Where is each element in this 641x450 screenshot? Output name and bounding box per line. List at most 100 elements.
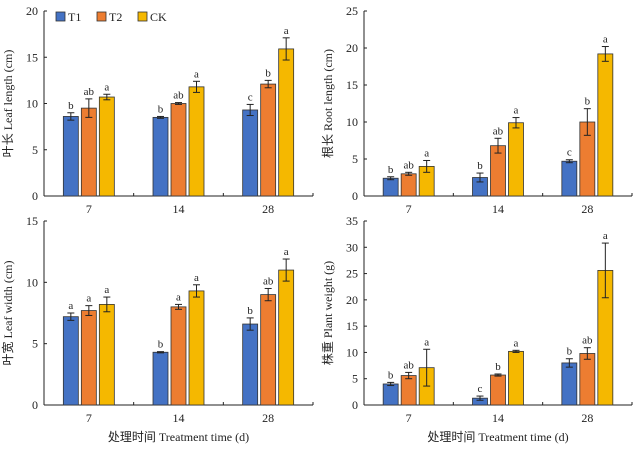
y-axis-label: 株重 Plant weight (g)	[320, 261, 335, 365]
bar-t1	[62, 116, 79, 197]
legend: T1 T2 CK	[55, 10, 167, 24]
y-tick-label: 0	[32, 189, 38, 203]
significance-letter: a	[514, 105, 519, 117]
significance-letter: b	[68, 100, 74, 112]
significance-letter: b	[388, 369, 394, 381]
significance-letter: b	[158, 339, 164, 351]
legend-label: T1	[68, 10, 81, 24]
significance-letter: c	[248, 91, 253, 103]
significance-letter: b	[495, 361, 501, 373]
y-tick-label: 10	[346, 115, 358, 129]
significance-letter: a	[424, 147, 429, 159]
bar-t2	[400, 173, 417, 197]
x-tick-label: 14	[173, 411, 185, 425]
significance-letter: ab	[403, 159, 414, 171]
significance-letter: ab	[173, 90, 184, 102]
bar-ck	[508, 122, 524, 197]
x-tick-label: 14	[173, 202, 185, 216]
bar-ck	[278, 48, 295, 197]
bar-ck	[98, 304, 115, 406]
x-tick-label: 28	[581, 411, 593, 425]
significance-letter: a	[86, 293, 91, 305]
significance-letter: a	[284, 25, 289, 37]
bar-t1	[242, 323, 259, 406]
y-tick-label: 35	[346, 214, 358, 228]
significance-letter: ab	[403, 359, 414, 371]
significance-letter: a	[284, 246, 289, 258]
bar-t1	[242, 109, 259, 197]
bar-t1	[382, 177, 399, 197]
significance-letter: b	[567, 346, 573, 358]
y-tick-label: 15	[26, 50, 38, 64]
significance-letter: c	[567, 147, 572, 159]
x-axis-label: 处理时间 Treatment time (d)	[427, 430, 568, 444]
y-tick-label: 25	[346, 267, 358, 281]
y-tick-label: 0	[32, 398, 38, 412]
y-tick-label: 20	[26, 4, 38, 18]
y-tick-label: 20	[346, 41, 358, 55]
legend-swatch-t1	[55, 11, 66, 22]
significance-letter: a	[603, 230, 608, 242]
legend-label: T2	[109, 10, 122, 24]
significance-letter: a	[424, 336, 429, 348]
x-tick-label: 28	[262, 202, 274, 216]
bar-ck	[188, 86, 205, 197]
y-axis-label: 叶宽 Leaf width (cm)	[0, 261, 15, 366]
significance-letter: a	[104, 284, 109, 296]
y-axis-label: 叶长 Leaf length (cm)	[1, 50, 15, 158]
y-tick-label: 5	[32, 337, 38, 351]
bar-t1	[152, 351, 169, 406]
bar-t1	[561, 362, 578, 406]
bar-t1	[62, 316, 79, 406]
significance-letter: c	[478, 383, 483, 395]
bar-t2	[260, 83, 277, 197]
x-tick-label: 14	[492, 411, 504, 425]
bar-t2	[170, 103, 187, 197]
significance-letter: b	[158, 103, 164, 115]
significance-letter: a	[194, 68, 199, 80]
x-tick-label: 7	[86, 411, 92, 425]
x-tick-label: 7	[406, 202, 412, 216]
bar-ck	[597, 53, 614, 197]
y-tick-label: 30	[346, 240, 358, 254]
significance-letter: ab	[582, 335, 593, 347]
bar-ck	[188, 290, 205, 406]
x-tick-label: 28	[262, 411, 274, 425]
significance-letter: a	[176, 291, 181, 303]
bar-t2	[579, 353, 596, 406]
y-tick-label: 5	[32, 143, 38, 157]
significance-letter: ab	[493, 125, 504, 137]
x-axis-label: 处理时间 Treatment time (d)	[108, 430, 249, 444]
bar-t2	[80, 310, 97, 406]
bar-t2	[400, 375, 417, 406]
significance-letter: ab	[263, 275, 274, 287]
y-axis-label: 根长 Root length (cm)	[321, 49, 335, 158]
bar-t1	[382, 383, 399, 406]
significance-letter: a	[603, 34, 608, 46]
bar-t1	[152, 116, 169, 197]
significance-letter: b	[265, 67, 271, 79]
y-tick-label: 5	[352, 372, 358, 386]
bar-ck	[98, 96, 115, 197]
y-tick-label: 20	[346, 293, 358, 307]
significance-letter: ab	[84, 86, 95, 98]
bar-t2	[260, 294, 277, 406]
significance-letter: b	[585, 96, 591, 108]
x-tick-label: 7	[406, 411, 412, 425]
panel-plant-weight: 0 5 10 15 20 25 30 35 7 14 28 株重 Plant weight (g) 处理…	[320, 214, 633, 444]
significance-letter: b	[477, 160, 483, 172]
y-tick-label: 10	[26, 275, 38, 289]
y-tick-label: 15	[26, 214, 38, 228]
x-tick-label: 7	[86, 202, 92, 216]
bar-t1	[561, 160, 578, 197]
y-tick-label: 25	[346, 4, 358, 18]
x-tick-label: 28	[581, 202, 593, 216]
bar-ck	[278, 269, 295, 406]
y-tick-label: 15	[346, 319, 358, 333]
x-tick-label: 14	[492, 202, 504, 216]
bar-t2	[490, 374, 506, 406]
y-tick-label: 15	[346, 78, 358, 92]
